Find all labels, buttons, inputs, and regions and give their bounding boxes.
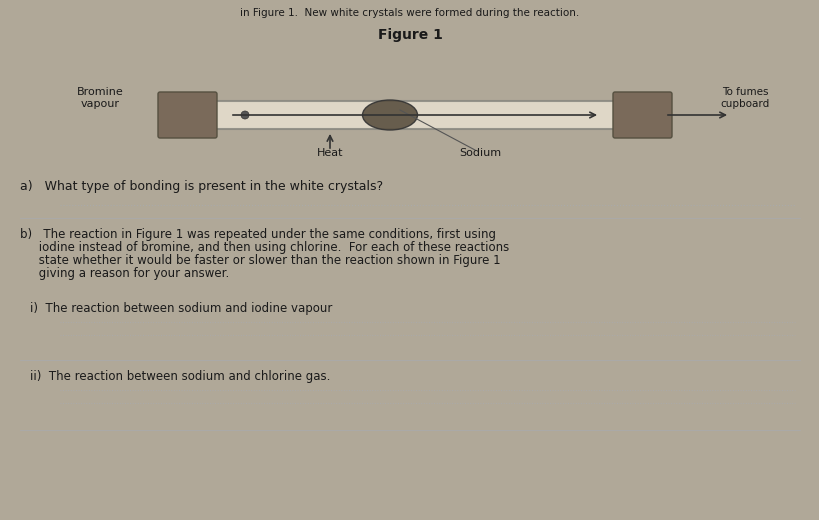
Text: state whether it would be faster or slower than the reaction shown in Figure 1: state whether it would be faster or slow… [20,254,500,267]
Text: ii)  The reaction between sodium and chlorine gas.: ii) The reaction between sodium and chlo… [30,370,330,383]
Text: giving a reason for your answer.: giving a reason for your answer. [20,267,229,280]
Text: b)   The reaction in Figure 1 was repeated under the same conditions, first usin: b) The reaction in Figure 1 was repeated… [20,228,496,241]
Text: Heat: Heat [317,148,343,158]
Text: Bromine
vapour: Bromine vapour [77,87,124,109]
Text: Figure 1: Figure 1 [378,28,442,42]
FancyBboxPatch shape [158,92,217,138]
Text: in Figure 1.  New white crystals were formed during the reaction.: in Figure 1. New white crystals were for… [240,8,580,18]
Text: Sodium: Sodium [459,148,501,158]
Text: i)  The reaction between sodium and iodine vapour: i) The reaction between sodium and iodin… [30,302,333,315]
Bar [170,101,660,129]
Ellipse shape [363,100,418,130]
Text: To fumes
cupboard: To fumes cupboard [721,87,770,109]
Ellipse shape [241,111,249,119]
Text: a)   What type of bonding is present in the white crystals?: a) What type of bonding is present in th… [20,180,383,193]
FancyBboxPatch shape [613,92,672,138]
Text: iodine instead of bromine, and then using chlorine.  For each of these reactions: iodine instead of bromine, and then usin… [20,241,509,254]
